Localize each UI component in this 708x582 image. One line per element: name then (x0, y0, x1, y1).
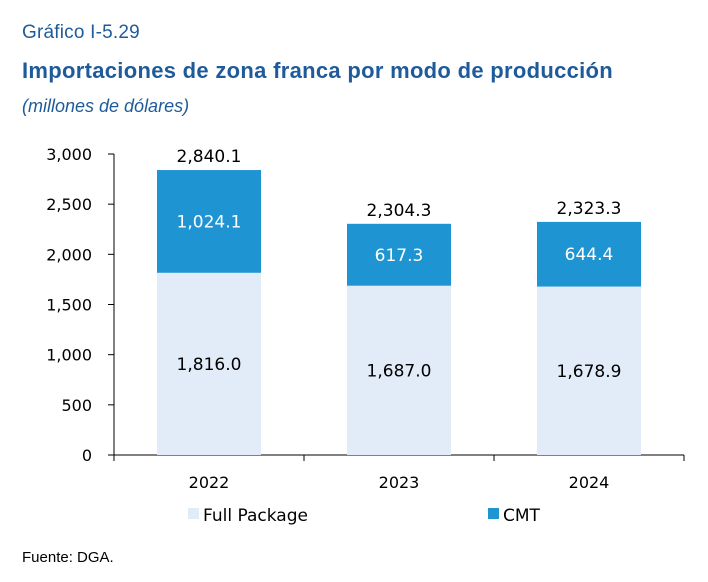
data-label-full-package: 1,816.0 (177, 355, 242, 375)
data-labels-layer: 1,816.0 1,024.1 2,840.1 1,687.0 617.3 2,304.3… (177, 147, 622, 382)
data-label-total: 2,840.1 (177, 147, 242, 167)
data-label-total: 2,323.3 (557, 199, 622, 219)
data-label-full-package: 1,687.0 (367, 361, 432, 381)
y-tick-label: 2,000 (46, 245, 92, 264)
legend-cmt-swatch (488, 508, 499, 519)
x-tick-label: 2022 (189, 473, 230, 492)
legend: Full Package CMT (188, 506, 541, 526)
axis-layer: 0 500 1,000 1,500 2,000 2,500 3,000 2022 2023 202… (46, 145, 685, 492)
data-label-cmt: 617.3 (375, 246, 424, 266)
source-note: Fuente: DGA. (22, 549, 114, 566)
y-tick-label: 3,000 (46, 145, 92, 164)
bars-layer (157, 170, 641, 455)
bar-full-package (157, 272, 261, 455)
data-label-full-package: 1,678.9 (557, 362, 622, 382)
x-tick-label: 2024 (569, 473, 610, 492)
legend-cmt-label: CMT (503, 506, 541, 526)
y-tick-label: 500 (61, 396, 92, 415)
bar-cmt (347, 223, 451, 286)
data-label-cmt: 644.4 (565, 245, 614, 265)
bar-full-package (537, 286, 641, 455)
data-label-cmt: 1,024.1 (177, 212, 242, 232)
y-tick-label: 0 (82, 446, 92, 465)
figure-label: Gráfico I-5.29 (22, 22, 140, 43)
chart-subtitle: (millones de dólares) (22, 96, 190, 116)
chart-title: Importaciones de zona franca por modo de… (22, 58, 614, 83)
x-tick-label: 2023 (379, 473, 420, 492)
bar-full-package (347, 285, 451, 455)
data-label-total: 2,304.3 (367, 201, 432, 221)
y-tick-label: 1,000 (46, 346, 92, 365)
bar-cmt (157, 170, 261, 273)
legend-full-package-label: Full Package (203, 506, 308, 526)
bar-cmt (537, 221, 641, 287)
legend-full-package-swatch (188, 508, 199, 519)
y-tick-label: 1,500 (46, 296, 92, 315)
y-tick-label: 2,500 (46, 195, 92, 214)
